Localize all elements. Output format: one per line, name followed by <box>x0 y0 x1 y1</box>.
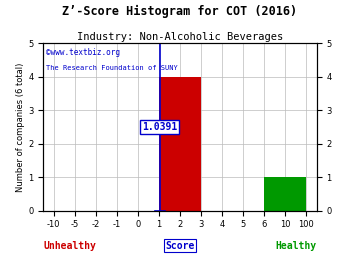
Text: The Research Foundation of SUNY: The Research Foundation of SUNY <box>46 65 178 71</box>
Text: Z’-Score Histogram for COT (2016): Z’-Score Histogram for COT (2016) <box>62 5 298 18</box>
Bar <box>159 77 201 211</box>
Title: Industry: Non-Alcoholic Beverages: Industry: Non-Alcoholic Beverages <box>77 32 283 42</box>
Bar <box>285 177 306 211</box>
Text: Unhealthy: Unhealthy <box>43 241 96 251</box>
Text: 1.0391: 1.0391 <box>142 122 177 132</box>
Text: Score: Score <box>165 241 195 251</box>
Y-axis label: Number of companies (6 total): Number of companies (6 total) <box>16 62 25 192</box>
Text: ©www.textbiz.org: ©www.textbiz.org <box>46 48 120 57</box>
Text: Healthy: Healthy <box>276 241 317 251</box>
Bar <box>264 177 285 211</box>
